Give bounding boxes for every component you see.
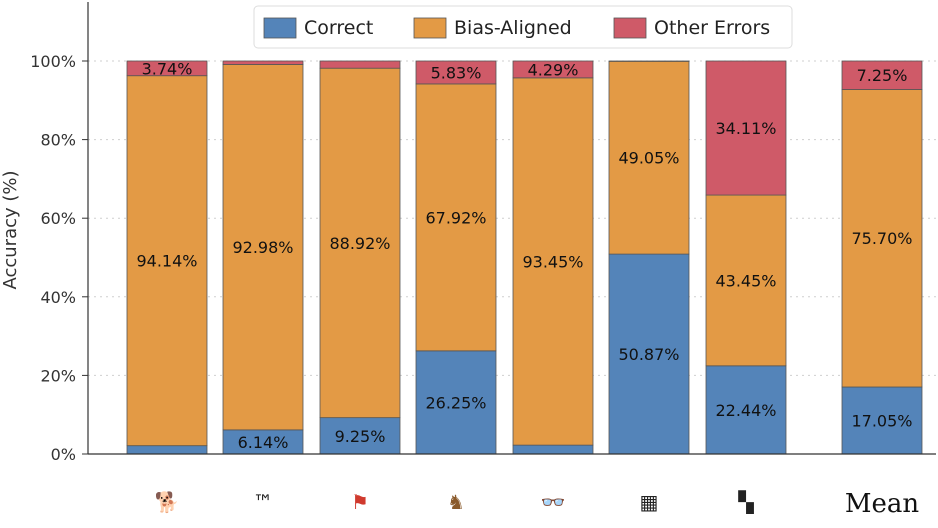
data-label: 4.29% (528, 60, 579, 79)
bar-segment-other-errors (319, 60, 401, 69)
legend-entry: Other Errors (613, 17, 770, 39)
axes: 0% 20% 40% 60% 80% 100% (30, 2, 936, 464)
data-label: 92.98% (232, 238, 293, 257)
data-label: 50.87% (618, 345, 679, 364)
data-labels: 94.14% 3.74% 6.14% 92.98% 9.25% 88.92% 26.25% 6… (136, 59, 912, 452)
legend-swatch (413, 17, 447, 39)
data-label: 94.14% (136, 252, 197, 271)
data-label: 6.14% (238, 433, 289, 452)
red-flag-icon: ⚑ (351, 490, 369, 514)
bar-segment-bias-aligned (608, 60, 690, 255)
bars (126, 60, 923, 455)
legend-entry: Bias-Aligned (413, 17, 572, 39)
legend-label: Other Errors (654, 17, 770, 39)
bar-segment-correct (608, 253, 690, 455)
bar-segment-correct (512, 444, 594, 455)
dog-icon: 🐕 (155, 490, 180, 514)
x-category-label-mean: Mean (845, 489, 920, 519)
y-tick-label: 20% (40, 366, 76, 385)
data-label: 5.83% (431, 63, 482, 82)
svg-text:™: ™ (253, 490, 273, 514)
bar-segment-correct (415, 350, 497, 455)
trademark-icon: ™ (253, 490, 273, 514)
bar-segment-other-errors (222, 60, 304, 65)
bar-segment-other-errors (512, 60, 594, 79)
sudoku-grid-icon: ▦ (640, 490, 659, 514)
svg-text:♞: ♞ (447, 490, 465, 514)
y-tick-label: 40% (40, 288, 76, 307)
bar-segment-bias-aligned (222, 64, 304, 431)
y-tick-label: 100% (30, 52, 76, 71)
bar-segment-bias-aligned (705, 194, 787, 367)
data-label: 43.45% (715, 271, 776, 290)
bar-segment-correct (705, 365, 787, 455)
bar-segment-other-errors (126, 60, 208, 77)
legend-label: Bias-Aligned (454, 17, 572, 39)
legend-swatch (613, 17, 647, 39)
dot-matrix-icon: ▚ (737, 490, 754, 514)
bar-segment-correct (319, 417, 401, 455)
data-label: 49.05% (618, 149, 679, 168)
y-axis-label: Accuracy (%) (0, 170, 21, 289)
svg-text:▚: ▚ (737, 490, 754, 514)
data-label: 88.92% (329, 234, 390, 253)
y-tick-label: 80% (40, 131, 76, 150)
y-tick-label: 0% (51, 445, 76, 464)
data-label: 9.25% (335, 427, 386, 446)
grid-lines (88, 60, 936, 376)
legend-entry: Correct (263, 17, 373, 39)
glasses-icon: 👓 (541, 490, 566, 514)
bar-segment-bias-aligned (126, 75, 208, 447)
x-category-labels: 🐕 ™ ⚑ ♞ 👓 ▦ ▚ Mean (155, 489, 920, 519)
data-label: 93.45% (522, 252, 583, 271)
svg-text:⚑: ⚑ (351, 490, 369, 514)
svg-text:🐕: 🐕 (155, 490, 180, 514)
y-tick-label: 60% (40, 209, 76, 228)
bar-segment-other-errors (705, 60, 787, 196)
data-label: 75.70% (851, 229, 912, 248)
legend-swatch (263, 17, 297, 39)
chess-knight-icon: ♞ (447, 490, 465, 514)
bar-segment-bias-aligned (841, 89, 923, 388)
bar-segment-correct (841, 386, 923, 455)
legend: Correct Bias-Aligned Other Errors (253, 5, 793, 49)
data-label: 26.25% (425, 393, 486, 412)
bar-segment-bias-aligned (319, 67, 401, 419)
legend-box (253, 5, 793, 49)
data-label: 17.05% (851, 411, 912, 430)
bar-segment-other-errors (841, 60, 923, 90)
bar-segment-correct (126, 445, 208, 455)
data-label: 22.44% (715, 401, 776, 420)
data-label: 7.25% (857, 66, 908, 85)
bar-segment-correct (222, 429, 304, 455)
legend-label: Correct (304, 17, 373, 39)
data-label: 67.92% (425, 208, 486, 227)
svg-text:👓: 👓 (541, 490, 566, 514)
bar-segment-other-errors (415, 60, 497, 85)
data-label: 34.11% (715, 119, 776, 138)
svg-text:▦: ▦ (640, 490, 659, 514)
data-label: 3.74% (142, 59, 193, 78)
